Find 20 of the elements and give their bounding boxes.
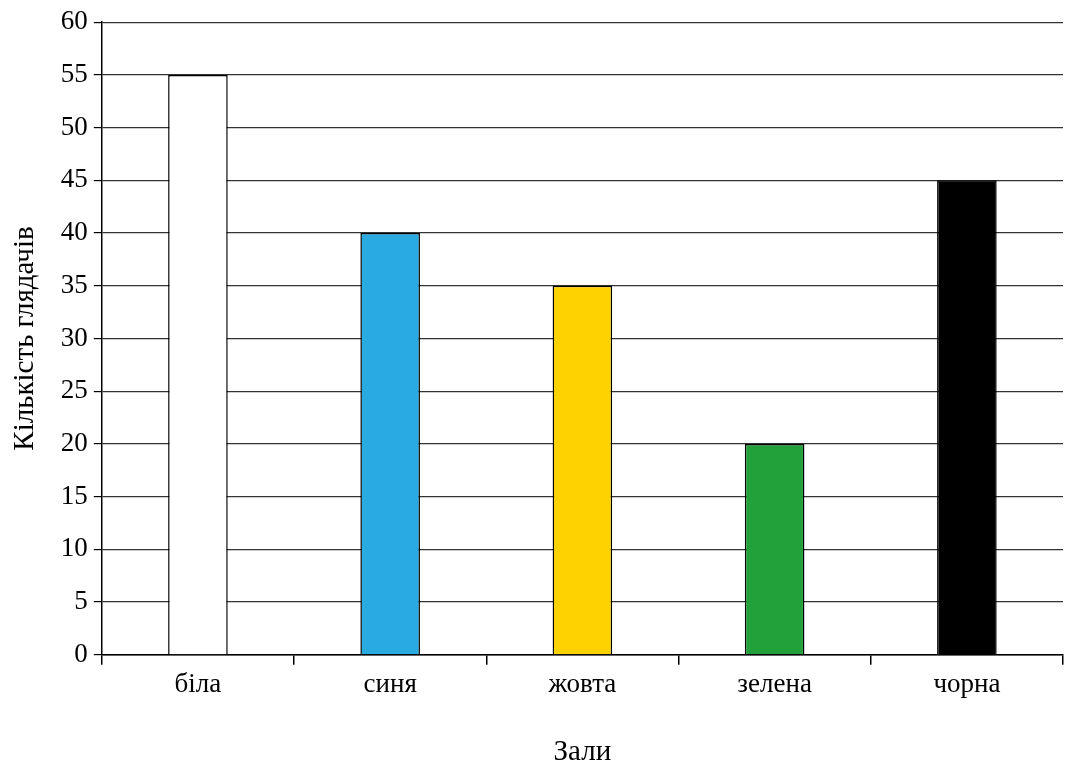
y-tick-label: 30 (60, 321, 88, 352)
y-tick-label: 60 (60, 5, 88, 36)
x-tick-label: жовта (547, 668, 617, 699)
y-tick-label: 50 (60, 110, 88, 141)
y-tick-label: 55 (60, 58, 88, 89)
x-tick-label: біла (174, 668, 222, 699)
y-tick-label: 25 (60, 374, 88, 405)
y-tick-label: 15 (60, 479, 88, 510)
y-tick-label: 40 (60, 216, 88, 247)
y-axis-title: Кількість глядачів (7, 226, 40, 451)
y-tick-label: 5 (74, 585, 88, 616)
x-tick-label: чорна (933, 668, 1001, 699)
y-tick-label: 45 (60, 163, 88, 194)
x-tick-label: синя (363, 668, 417, 699)
y-tick-label: 10 (60, 532, 88, 563)
y-tick-label: 0 (74, 637, 88, 668)
x-axis-title: Зали (553, 734, 612, 767)
y-tick-label: 35 (60, 268, 88, 299)
y-tick-label: 20 (60, 427, 88, 458)
x-tick-label: зелена (737, 668, 812, 699)
